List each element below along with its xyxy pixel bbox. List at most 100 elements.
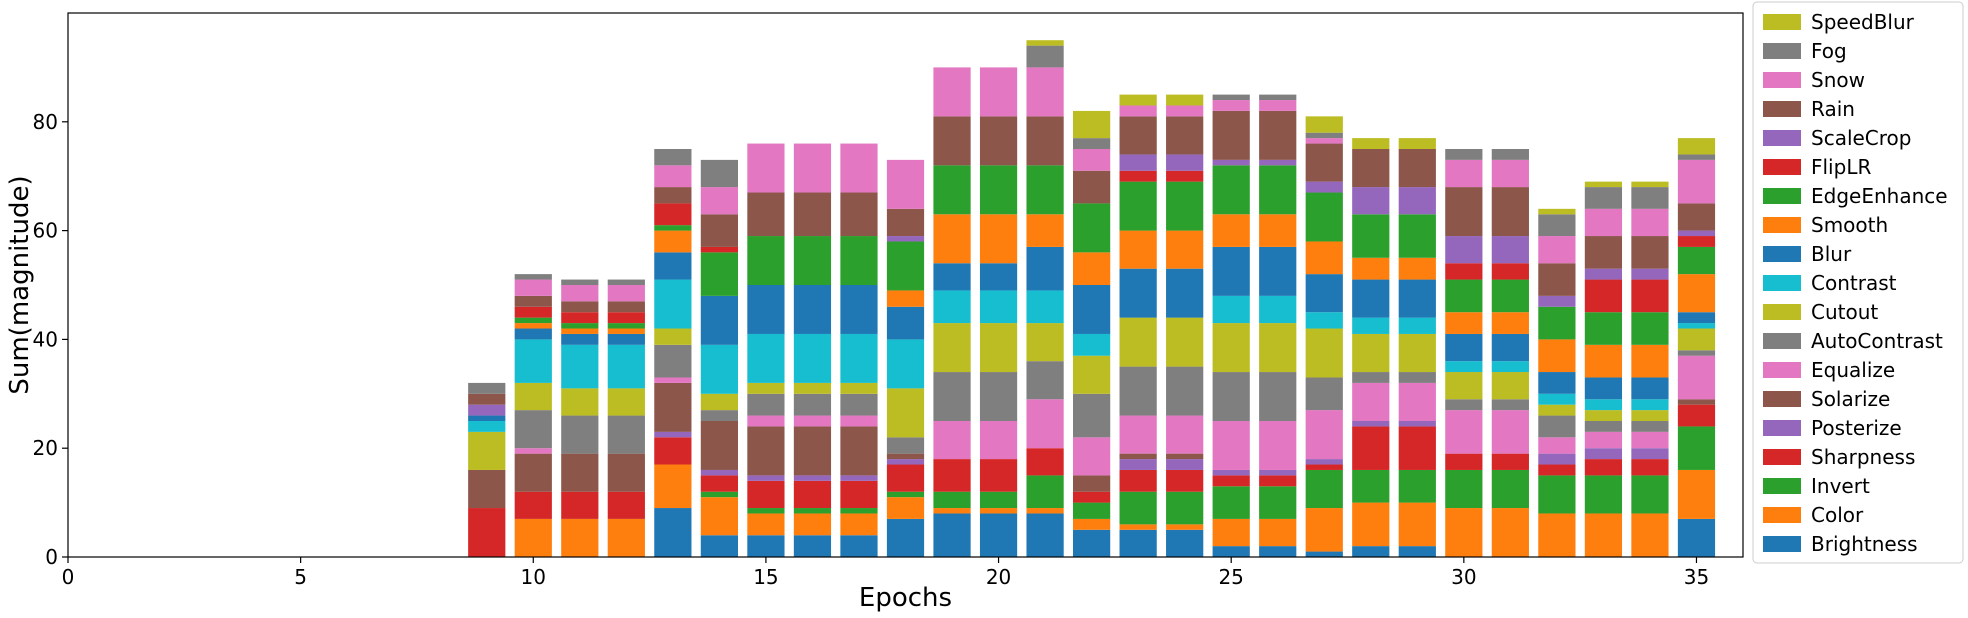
legend-label-invert: Invert: [1811, 474, 1870, 498]
bar-segment-fog-epoch-31: [1491, 149, 1529, 160]
bar-segment-sharpness-epoch-10: [514, 491, 552, 519]
bar-segment-scalecrop-epoch-25: [1212, 159, 1250, 166]
bar-segment-speedblur-epoch-32: [1538, 208, 1576, 215]
legend-swatch-snow: [1763, 72, 1801, 88]
legend-swatch-edgeenhance: [1763, 188, 1801, 204]
bar-segment-blur-epoch-22: [1073, 285, 1111, 334]
bar-segment-invert-epoch-21: [1026, 475, 1064, 509]
bar-segment-autocontrast-epoch-16: [793, 393, 832, 416]
bar-segment-snow-epoch-12: [607, 285, 645, 302]
bar-segment-color-epoch-10: [514, 518, 552, 557]
legend-label-autocontrast: AutoContrast: [1811, 329, 1943, 353]
bar-segment-invert-epoch-32: [1538, 475, 1576, 514]
bar-segment-cutout-epoch-16: [793, 382, 832, 394]
bar-segment-cutout-epoch-33: [1584, 410, 1623, 421]
bar-segment-equalize-epoch-16: [793, 415, 832, 427]
bar-segment-equalize-epoch-13: [654, 377, 692, 383]
bar-segment-solarize-epoch-23: [1119, 453, 1157, 460]
bar-segment-edgeenhance-epoch-32: [1538, 306, 1576, 340]
bar-segment-rain-epoch-22: [1073, 170, 1111, 204]
bar-segment-blur-epoch-30: [1445, 333, 1483, 362]
legend-label-contrast: Contrast: [1811, 271, 1897, 295]
bar-segment-equalize-epoch-15: [747, 415, 785, 427]
bar-segment-contrast-epoch-33: [1584, 399, 1623, 411]
bar-segment-color-epoch-26: [1259, 518, 1297, 547]
x-tick-label: 35: [1684, 565, 1709, 589]
bar-segment-posterize-epoch-26: [1259, 469, 1297, 476]
bar-segment-color-epoch-14: [700, 497, 738, 536]
bar-segment-smooth-epoch-23: [1119, 230, 1157, 269]
bar-segment-snow-epoch-31: [1491, 159, 1529, 188]
bar-segment-color-epoch-24: [1166, 524, 1204, 530]
legend: SpeedBlur Fog Snow Rain ScaleCrop FlipLR EdgeE…: [1752, 1, 1964, 564]
bar-segment-rain-epoch-17: [840, 192, 878, 237]
bar-segment-scalecrop-epoch-23: [1119, 154, 1157, 171]
bar-segment-edgeenhance-epoch-28: [1352, 214, 1390, 258]
bar-segment-blur-epoch-33: [1584, 377, 1623, 400]
bar-segment-speedblur-epoch-22: [1073, 110, 1111, 139]
bar-segment-autocontrast-epoch-24: [1166, 366, 1204, 416]
bar-segment-blur-epoch-16: [793, 285, 832, 334]
bar-segment-sharpness-epoch-34: [1631, 459, 1669, 476]
bar-segment-cutout-epoch-19: [933, 323, 971, 373]
bar-segment-posterize-epoch-29: [1398, 421, 1436, 427]
bar-segment-sharpness-epoch-30: [1445, 453, 1483, 470]
bar-segment-autocontrast-epoch-29: [1398, 372, 1436, 383]
bar-segment-scalecrop-epoch-35: [1677, 230, 1716, 237]
bar-segment-equalize-epoch-35: [1677, 355, 1716, 400]
bar-segment-contrast-epoch-13: [654, 279, 692, 329]
bar-segment-brightness-epoch-23: [1119, 529, 1157, 557]
bar-segment-sharpness-epoch-14: [700, 475, 738, 492]
bar-segment-contrast-epoch-32: [1538, 393, 1576, 405]
bar-segment-contrast-epoch-21: [1026, 290, 1064, 324]
bar-segment-cutout-epoch-11: [561, 388, 599, 416]
bar-segment-edgeenhance-epoch-31: [1491, 279, 1529, 313]
bars-layer: [468, 40, 1716, 557]
bar-segment-snow-epoch-11: [561, 285, 599, 302]
bar-segment-contrast-epoch-26: [1259, 295, 1297, 324]
bar-segment-contrast-epoch-19: [933, 290, 971, 324]
bar-segment-rain-epoch-27: [1305, 143, 1343, 182]
bar-segment-snow-epoch-22: [1073, 149, 1111, 171]
bar-segment-fog-epoch-25: [1212, 94, 1250, 101]
bar-segment-cutout-epoch-32: [1538, 404, 1576, 416]
bar-segment-solarize-epoch-13: [654, 382, 692, 432]
bar-segment-blur-epoch-11: [561, 333, 599, 345]
bar-segment-edgeenhance-epoch-19: [933, 165, 971, 215]
bar-segment-solarize-epoch-18: [886, 453, 925, 460]
bar-segment-autocontrast-epoch-31: [1491, 399, 1529, 411]
bar-segment-brightness-epoch-15: [747, 535, 785, 557]
bar-segment-scalecrop-epoch-34: [1631, 268, 1669, 280]
bar-segment-fog-epoch-12: [607, 279, 645, 285]
bar-segment-cutout-epoch-15: [747, 382, 785, 394]
bar-segment-snow-epoch-27: [1305, 138, 1343, 144]
bar-segment-blur-epoch-17: [840, 285, 878, 334]
legend-label-color: Color: [1811, 503, 1864, 527]
legend-swatch-cutout: [1763, 304, 1801, 320]
bar-segment-snow-epoch-30: [1445, 159, 1483, 188]
bar-segment-invert-epoch-19: [933, 491, 971, 509]
bar-segment-smooth-epoch-35: [1677, 274, 1716, 313]
bar-segment-fog-epoch-26: [1259, 94, 1297, 101]
bar-segment-autocontrast-epoch-30: [1445, 399, 1483, 411]
bar-segment-blur-epoch-13: [654, 252, 692, 280]
plot-frame: [67, 12, 1744, 558]
bar-segment-autocontrast-epoch-27: [1305, 377, 1343, 411]
legend-label-edgeenhance: EdgeEnhance: [1811, 184, 1948, 208]
bar-segment-fliplr-epoch-11: [561, 312, 599, 324]
bar-segment-brightness-epoch-24: [1166, 529, 1204, 557]
bar-segment-sharpness-epoch-20: [979, 459, 1018, 492]
bar-segment-brightness-epoch-20: [979, 513, 1018, 557]
bar-segment-fog-epoch-10: [514, 274, 552, 280]
bar-segment-blur-epoch-12: [607, 333, 645, 345]
bar-segment-color-epoch-18: [886, 497, 925, 519]
bar-segment-invert-epoch-33: [1584, 475, 1623, 514]
bar-segment-smooth-epoch-24: [1166, 230, 1204, 269]
bar-segment-sharpness-epoch-35: [1677, 404, 1716, 427]
x-axis-label: Epochs: [859, 583, 952, 613]
bar-segment-equalize-epoch-22: [1073, 437, 1111, 476]
bar-segment-equalize-epoch-32: [1538, 437, 1576, 454]
bar-segment-color-epoch-21: [1026, 508, 1064, 514]
legend-swatch-invert: [1763, 478, 1801, 494]
